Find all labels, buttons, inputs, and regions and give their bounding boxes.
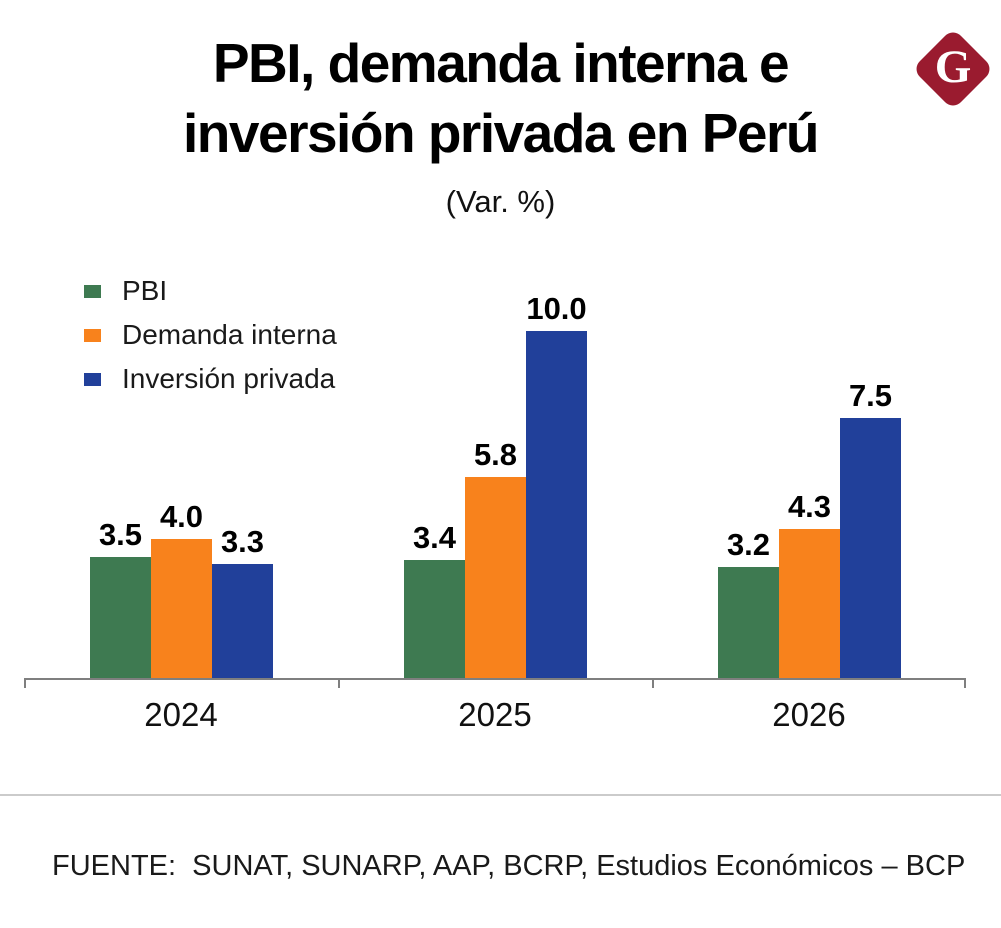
bar-pbi-2024 xyxy=(90,557,151,678)
legend-item-inversion-privada: Inversión privada xyxy=(84,363,337,394)
legend-swatch-demanda-interna-icon xyxy=(84,328,101,342)
bar-column-inversión-privada-2024: 3.3 xyxy=(212,526,273,678)
legend-label-pbi: PBI xyxy=(122,275,168,306)
bar-value-label: 4.0 xyxy=(159,499,204,534)
bar-value-label: 7.5 xyxy=(848,378,893,413)
bar-pbi-2025 xyxy=(404,560,465,678)
bar-demanda-interna-2024 xyxy=(151,539,212,678)
x-axis-tick xyxy=(338,678,340,688)
bar-group-2025: 3.4 5.8 10.0 xyxy=(404,293,587,678)
legend-swatch-pbi-icon xyxy=(84,284,101,298)
logo-letter-g: G xyxy=(934,41,972,93)
chart-subtitle: (Var. %) xyxy=(445,184,556,219)
x-axis-tick xyxy=(24,678,26,688)
bar-value-label: 3.5 xyxy=(98,517,143,552)
chart-legend: PBI Demanda interna Inversión privada xyxy=(84,275,337,409)
bar-column-inversión-privada-2026: 7.5 xyxy=(840,380,901,678)
legend-swatch-inversion-privada-icon xyxy=(84,372,101,386)
bar-value-label: 10.0 xyxy=(526,291,587,326)
bar-value-label: 4.3 xyxy=(787,489,832,524)
bar-column-pbi-2026: 3.2 xyxy=(718,529,779,678)
bar-inversión-privada-2024 xyxy=(212,564,273,678)
chart-title-line1: PBI, demanda interna e xyxy=(212,32,790,94)
bar-inversión-privada-2026 xyxy=(840,418,901,678)
chart-title-line2: inversión privada en Perú xyxy=(183,102,819,164)
bar-group-2024: 3.5 4.0 3.3 xyxy=(90,501,273,678)
plot-area: 3.5 4.0 3.3 2024 3.4 5.8 10.0 2025 3.2 4.3 7.5 2026 xyxy=(24,293,966,733)
x-axis-line xyxy=(24,678,966,680)
bar-value-label: 3.3 xyxy=(220,524,265,559)
footer-divider xyxy=(0,794,1001,796)
bar-column-inversión-privada-2025: 10.0 xyxy=(526,293,587,678)
bar-column-pbi-2024: 3.5 xyxy=(90,519,151,678)
legend-label-demanda-interna: Demanda interna xyxy=(122,319,337,350)
legend-item-demanda-interna: Demanda interna xyxy=(84,319,337,350)
legend-item-pbi: PBI xyxy=(84,275,337,306)
bar-group-2026: 3.2 4.3 7.5 xyxy=(718,380,901,678)
bar-value-label: 3.2 xyxy=(726,527,771,562)
source-text: FUENTE: SUNAT, SUNARP, AAP, BCRP, Estudi… xyxy=(52,850,966,882)
bar-column-demanda-interna-2024: 4.0 xyxy=(151,501,212,678)
gestion-logo: G xyxy=(911,27,995,111)
bar-demanda-interna-2026 xyxy=(779,529,840,678)
x-axis-label-2025: 2025 xyxy=(458,696,532,733)
bar-column-demanda-interna-2026: 4.3 xyxy=(779,491,840,678)
x-axis-label-2026: 2026 xyxy=(772,696,846,733)
bar-pbi-2026 xyxy=(718,567,779,678)
bar-value-label: 3.4 xyxy=(412,520,457,555)
bar-column-demanda-interna-2025: 5.8 xyxy=(465,439,526,678)
legend-label-inversion-privada: Inversión privada xyxy=(122,363,336,394)
bar-inversión-privada-2025 xyxy=(526,331,587,678)
x-axis-tick xyxy=(652,678,654,688)
bar-demanda-interna-2025 xyxy=(465,477,526,678)
chart-title: PBI, demanda interna e inversión privada… xyxy=(0,28,1001,168)
x-axis-tick xyxy=(964,678,966,688)
x-axis-label-2024: 2024 xyxy=(144,696,218,733)
bar-value-label: 5.8 xyxy=(473,437,518,472)
bar-column-pbi-2025: 3.4 xyxy=(404,522,465,678)
